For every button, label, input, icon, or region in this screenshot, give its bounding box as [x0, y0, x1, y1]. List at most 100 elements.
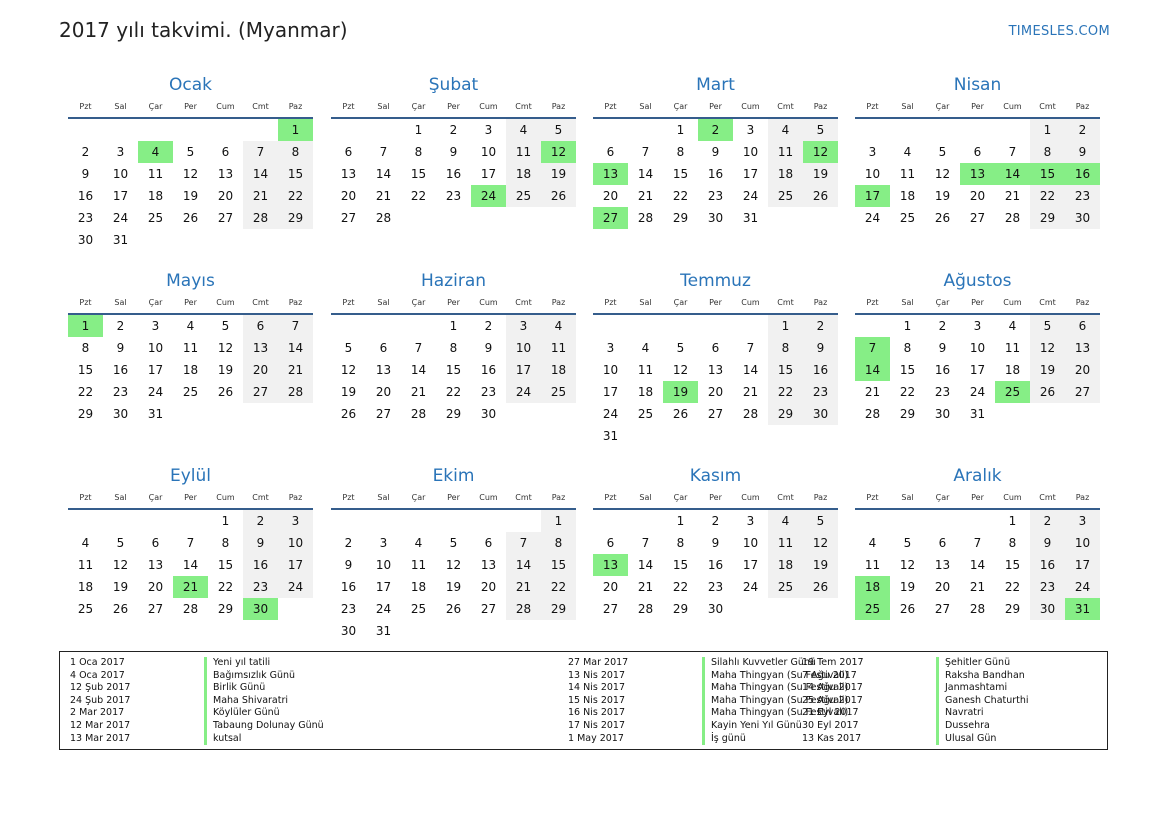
weekday-label: Per	[971, 298, 984, 307]
day-cell: 28	[742, 407, 759, 421]
day-cell: 4	[186, 319, 195, 333]
month-name: Aralık	[953, 466, 1002, 486]
week-row: 31	[593, 425, 838, 447]
weekend-day: 18	[768, 554, 803, 576]
empty-cell	[471, 207, 506, 229]
holiday-name: Maha Thingyan (Su Festivali)	[702, 707, 848, 720]
holiday-day: 16	[1065, 163, 1100, 185]
day-cell: 9	[711, 536, 720, 550]
weekend-day: 18	[541, 359, 576, 381]
weekday-label: Cmt	[777, 493, 794, 502]
holiday-name: Maha Thingyan (Su Festivali)	[702, 669, 848, 683]
month-block: Eylül Pzt Sal Çar Per Cum Cmt Paz 1 2 3 4 5 6 7 8 9 10 11 1…	[68, 464, 313, 620]
weekend-day: 22	[278, 185, 313, 207]
week-row: 18 19 20 21 22 23 24	[855, 576, 1100, 598]
day-cell: 10	[147, 341, 164, 355]
holiday-day: 12	[541, 141, 576, 163]
weekday-label: Paz	[1075, 493, 1090, 502]
day-cell: 26	[445, 602, 462, 616]
weekend-day: 25	[506, 185, 541, 207]
week-row: 10 11 12 13 14 15 16	[855, 163, 1100, 185]
weekend-day: 3	[1065, 510, 1100, 532]
weekday-label: Cmt	[1039, 102, 1056, 111]
weekend-day: 27	[243, 381, 278, 403]
empty-cell	[698, 425, 733, 447]
empty-cell	[593, 119, 628, 141]
day-cell: 21	[637, 580, 654, 594]
day-cell: 10	[864, 167, 881, 181]
holiday-name: Birlik Günü	[204, 682, 265, 695]
day-cell: 13	[217, 167, 234, 181]
day-cell: 19	[340, 385, 357, 399]
weekday-label: Paz	[813, 493, 828, 502]
empty-cell	[173, 229, 208, 251]
holiday-name: Tabaung Dolunay Günü	[204, 719, 324, 733]
empty-cell	[541, 207, 576, 229]
day-cell: 7	[641, 536, 650, 550]
day-cell: 2	[711, 514, 720, 528]
day-cell: 20	[969, 189, 986, 203]
day-cell: 14	[969, 558, 986, 572]
day-cell: 16	[934, 363, 951, 377]
holiday-date: 30 Eyl 2017	[802, 719, 859, 731]
empty-cell	[541, 620, 576, 642]
empty-cell	[243, 403, 278, 425]
weekday-label: Per	[184, 298, 197, 307]
site-link[interactable]: TIMESLES.COM	[1008, 24, 1110, 39]
day-cell: 26	[672, 407, 689, 421]
day-cell: 3	[484, 123, 493, 137]
holiday-day: 25	[855, 598, 890, 620]
day-cell: 13	[480, 558, 497, 572]
day-cell: 23	[707, 189, 724, 203]
weekend-day: 15	[278, 163, 313, 185]
day-cell: 24	[864, 211, 881, 225]
day-cell: 3	[973, 319, 982, 333]
day-cell: 20	[147, 580, 164, 594]
day-cell: 23	[77, 211, 94, 225]
weekday-header: Pzt Sal Çar Per Cum Cmt Paz	[331, 293, 576, 315]
month-block: Ekim Pzt Sal Çar Per Cum Cmt Paz 1 2 3 4 5 6 7 8 9 10 11 12…	[331, 464, 576, 642]
week-row: 14 15 16 17 18 19 20	[855, 359, 1100, 381]
day-cell: 22	[217, 580, 234, 594]
day-cell: 20	[340, 189, 357, 203]
weekday-label: Çar	[935, 493, 950, 502]
weekend-day: 7	[506, 532, 541, 554]
week-row: 15 16 17 18 19 20 21	[68, 359, 313, 381]
empty-cell	[960, 510, 995, 532]
day-cell: 16	[480, 363, 497, 377]
day-cell: 4	[414, 536, 423, 550]
weekday-label: Pzt	[342, 493, 355, 502]
weekend-day: 9	[1065, 141, 1100, 163]
day-cell: 30	[112, 407, 129, 421]
weekend-day: 11	[768, 141, 803, 163]
weekend-day: 17	[278, 554, 313, 576]
empty-cell	[173, 119, 208, 141]
weekday-label: Çar	[411, 298, 426, 307]
day-cell: 8	[676, 145, 685, 159]
weekday-label: Cmt	[515, 493, 532, 502]
day-cell: 5	[449, 536, 458, 550]
empty-cell	[541, 403, 576, 425]
day-cell: 16	[112, 363, 129, 377]
day-cell: 3	[379, 536, 388, 550]
day-cell: 26	[182, 211, 199, 225]
day-cell: 27	[375, 407, 392, 421]
day-cell: 18	[77, 580, 94, 594]
day-cell: 2	[484, 319, 493, 333]
weekday-label: Per	[709, 102, 722, 111]
empty-cell	[208, 403, 243, 425]
weekend-day: 8	[278, 141, 313, 163]
week-row: 1	[68, 119, 313, 141]
day-cell: 8	[676, 536, 685, 550]
day-cell: 10	[112, 167, 129, 181]
day-cell: 12	[112, 558, 129, 572]
empty-cell	[331, 510, 366, 532]
day-cell: 9	[449, 145, 458, 159]
empty-cell	[278, 403, 313, 425]
empty-cell	[628, 119, 663, 141]
weekend-day: 28	[506, 598, 541, 620]
day-cell: 11	[147, 167, 164, 181]
week-row: 6 7 8 9 10 11 12	[593, 141, 838, 163]
